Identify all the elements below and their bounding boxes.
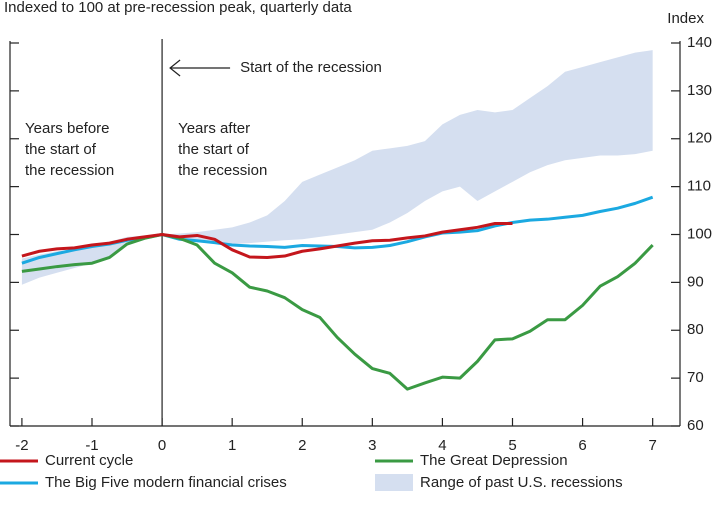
x-tick-label: 0 bbox=[158, 437, 166, 454]
y-tick-label: 80 bbox=[687, 321, 704, 338]
x-tick-label: -1 bbox=[85, 437, 98, 454]
legend-label: Current cycle bbox=[45, 452, 133, 469]
annotation: the start of bbox=[178, 141, 250, 158]
x-tick-label: 1 bbox=[228, 437, 236, 454]
x-tick-label: 7 bbox=[648, 437, 656, 454]
legend-label: Range of past U.S. recessions bbox=[420, 474, 623, 491]
annotation: Start of the recession bbox=[240, 59, 382, 76]
y-axis-label: Index bbox=[667, 10, 704, 27]
series-line bbox=[21, 221, 513, 259]
x-tick-label: 5 bbox=[508, 437, 516, 454]
x-tick-label: -2 bbox=[15, 437, 28, 454]
arrow-head bbox=[169, 59, 181, 77]
y-tick-label: 130 bbox=[687, 82, 712, 99]
legend-label: The Big Five modern financial crises bbox=[45, 474, 287, 491]
annotation: the recession bbox=[25, 162, 114, 179]
y-tick-label: 90 bbox=[687, 273, 704, 290]
annotation: the start of bbox=[25, 141, 97, 158]
x-tick-label: 2 bbox=[298, 437, 306, 454]
y-tick-label: 110 bbox=[687, 178, 711, 195]
x-tick-label: 4 bbox=[438, 437, 446, 454]
legend-swatch bbox=[375, 474, 413, 491]
legend-label: The Great Depression bbox=[420, 452, 568, 469]
y-tick-label: 60 bbox=[687, 417, 704, 434]
x-tick-label: 3 bbox=[368, 437, 376, 454]
series-line bbox=[21, 233, 654, 391]
annotation: the recession bbox=[178, 162, 267, 179]
annotation: Years before bbox=[25, 120, 110, 137]
chart-subtitle: Indexed to 100 at pre-recession peak, qu… bbox=[4, 0, 352, 16]
range-band bbox=[21, 50, 653, 285]
annotation: Years after bbox=[178, 120, 250, 137]
y-tick-label: 70 bbox=[687, 369, 704, 386]
y-tick-label: 100 bbox=[687, 225, 712, 242]
y-tick-label: 140 bbox=[687, 34, 712, 51]
x-tick-label: 6 bbox=[578, 437, 586, 454]
y-tick-label: 120 bbox=[687, 130, 712, 147]
